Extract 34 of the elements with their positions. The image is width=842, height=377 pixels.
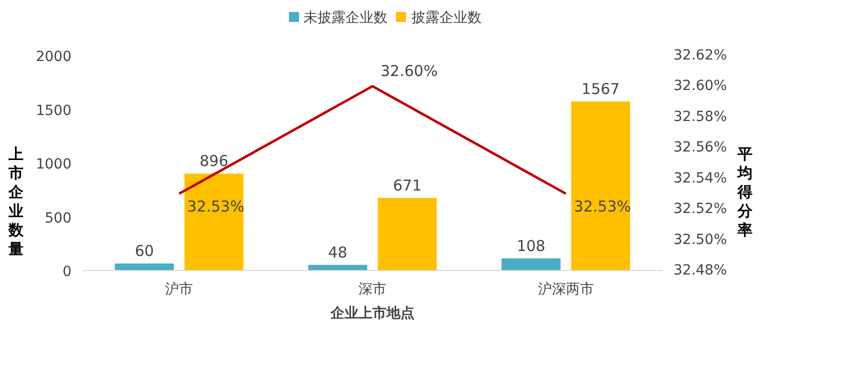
y-tick-label: 0	[62, 264, 72, 280]
x-tick-label: 沪深两市	[538, 282, 594, 298]
bar	[184, 174, 244, 270]
bar	[502, 258, 561, 270]
data-label: 60	[134, 242, 154, 260]
bar	[378, 198, 437, 270]
data-label: 32.60%	[380, 62, 438, 80]
y-tick-label: 1500	[36, 102, 72, 119]
data-label: 48	[328, 243, 348, 262]
y2-tick-label: 32.52%	[674, 201, 727, 218]
y-tick-label: 2000	[36, 49, 72, 65]
data-label: 671	[392, 176, 422, 194]
y2-tick-label: 32.60%	[674, 78, 727, 94]
legend-label: 未披露企业数	[304, 10, 388, 26]
data-label: 108	[516, 236, 546, 255]
y-tick-label: 1000	[36, 156, 72, 172]
data-label: 1567	[582, 80, 620, 98]
x-tick-label: 沪市	[165, 282, 194, 298]
x-axis-title: 企业上市地点	[330, 304, 414, 322]
y2-tick-label: 32.54%	[674, 170, 727, 186]
y2-tick-label: 32.58%	[674, 108, 727, 125]
y2-tick-label: 32.62%	[674, 48, 727, 64]
y2-tick-label: 32.48%	[674, 262, 727, 278]
data-label: 32.53%	[187, 198, 244, 216]
legend-label: 披露企业数	[411, 10, 482, 26]
data-label: 896	[200, 152, 228, 170]
y-axis-title: 上市企业数量	[8, 145, 24, 259]
x-tick-label: 深市	[358, 282, 386, 298]
y2-axis-title: 平均得分率	[738, 145, 752, 240]
bar	[571, 102, 630, 270]
y2-tick-label: 32.50%	[674, 232, 727, 248]
bar	[114, 264, 174, 270]
y-tick-label: 500	[44, 210, 72, 226]
y2-tick-label: 32.56%	[674, 140, 727, 156]
